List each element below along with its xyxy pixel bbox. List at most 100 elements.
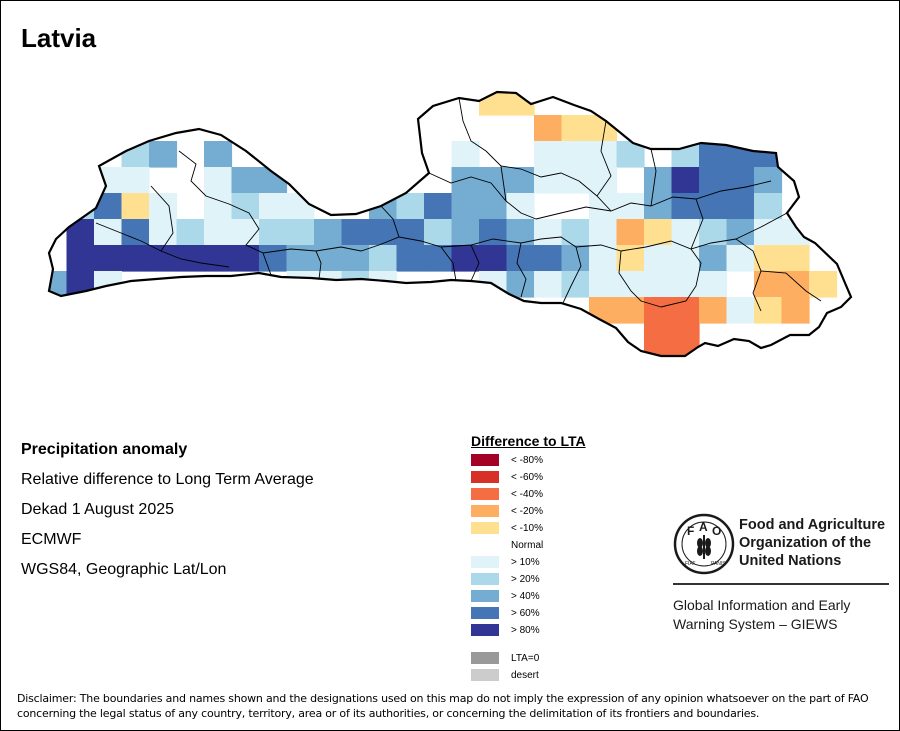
anomaly-cell	[506, 193, 535, 220]
svg-text:FIAT: FIAT	[685, 561, 695, 567]
legend-item: < -60%	[471, 470, 543, 484]
anomaly-cell	[589, 245, 618, 272]
anomaly-cell	[589, 167, 618, 194]
anomaly-cell	[204, 167, 233, 194]
anomaly-cell	[176, 219, 205, 246]
info-heading: Precipitation anomaly	[21, 441, 188, 458]
anomaly-cell	[259, 193, 288, 220]
anomaly-cell	[396, 245, 425, 272]
region-boundary	[228, 203, 272, 276]
legend-item: > 40%	[471, 589, 540, 603]
anomaly-cell	[616, 219, 645, 246]
anomaly-cell	[561, 115, 590, 142]
anomaly-cell	[451, 141, 480, 168]
anomaly-cell	[506, 167, 535, 194]
info-source: ECMWF	[21, 531, 82, 548]
legend-swatch	[471, 505, 499, 517]
region-boundary	[735, 212, 788, 240]
anomaly-cell	[781, 297, 810, 324]
anomaly-cell	[121, 193, 150, 220]
region-boundary	[428, 172, 537, 220]
anomaly-cell	[204, 141, 233, 168]
region-boundary	[650, 180, 772, 207]
anomaly-cell	[644, 323, 673, 350]
legend-label: > 20%	[511, 573, 540, 585]
region-boundary	[690, 198, 704, 250]
anomaly-cell	[726, 297, 755, 324]
svg-text:F: F	[687, 524, 694, 538]
anomaly-cell	[451, 219, 480, 246]
giews-name: Global Information and Early Warning Sys…	[673, 597, 851, 632]
region-boundary	[516, 242, 527, 298]
legend-item: > 20%	[471, 572, 540, 586]
anomaly-cell	[616, 297, 645, 324]
legend-label: < -80%	[511, 454, 543, 466]
legend-swatch	[471, 573, 499, 585]
legend: Difference to LTA < -80% < -60% < -40% <…	[471, 433, 671, 681]
anomaly-cell	[259, 219, 288, 246]
anomaly-cell	[671, 323, 700, 350]
anomaly-cell	[534, 115, 563, 142]
anomaly-cell	[149, 141, 178, 168]
anomaly-cell	[204, 193, 233, 220]
anomaly-cell	[479, 193, 508, 220]
anomaly-cell	[94, 245, 123, 272]
legend-swatch	[471, 556, 499, 568]
anomaly-cell	[699, 219, 728, 246]
anomaly-cell	[644, 349, 673, 356]
anomaly-cell	[754, 167, 783, 194]
svg-text:A: A	[699, 520, 708, 534]
anomaly-cell	[121, 141, 150, 168]
legend-label: > 60%	[511, 607, 540, 619]
fao-divider	[673, 583, 889, 585]
legend-title: Difference to LTA	[471, 433, 586, 449]
legend-label: LTA=0	[511, 652, 540, 664]
anomaly-cell	[809, 271, 838, 298]
anomaly-cell	[589, 193, 618, 220]
anomaly-cell	[671, 271, 700, 298]
legend-label: < -60%	[511, 471, 543, 483]
anomaly-cell	[616, 193, 645, 220]
anomaly-cell	[66, 219, 95, 246]
anomaly-cell	[369, 219, 398, 246]
region-boundary	[178, 150, 230, 205]
region-boundary	[150, 185, 174, 252]
anomaly-cell	[149, 193, 178, 220]
anomaly-cell	[259, 245, 288, 272]
region-boundary	[440, 238, 542, 248]
anomaly-cell	[754, 245, 783, 272]
anomaly-cell	[479, 245, 508, 272]
anomaly-cell	[424, 193, 453, 220]
legend-label: < -20%	[511, 505, 543, 517]
anomaly-cell	[589, 271, 618, 298]
legend-item: LTA=0	[471, 651, 539, 665]
anomaly-cell	[121, 167, 150, 194]
legend-label: < -40%	[511, 488, 543, 500]
legend-label: > 10%	[511, 556, 540, 568]
legend-swatch-extra	[471, 652, 499, 664]
anomaly-cell	[424, 245, 453, 272]
legend-label: > 80%	[511, 624, 540, 636]
anomaly-cell	[451, 245, 480, 272]
anomaly-cell	[699, 271, 728, 298]
legend-item: < -80%	[471, 453, 543, 467]
anomaly-cell	[176, 245, 205, 272]
anomaly-cell	[699, 245, 728, 272]
anomaly-cell	[589, 297, 618, 324]
anomaly-cell	[699, 193, 728, 220]
anomaly-cell	[314, 219, 343, 246]
region-boundary	[650, 148, 657, 207]
anomaly-cell	[341, 271, 370, 298]
anomaly-cell	[121, 245, 150, 272]
anomaly-cell	[561, 141, 590, 168]
anomaly-cell	[369, 271, 398, 298]
anomaly-cell	[149, 219, 178, 246]
legend-item: < -10%	[471, 521, 543, 535]
legend-label: Normal	[511, 539, 544, 551]
anomaly-cell	[781, 271, 810, 298]
anomaly-cell	[781, 219, 810, 246]
anomaly-cell	[314, 271, 343, 298]
region-boundary	[618, 250, 662, 308]
anomaly-cell	[671, 167, 700, 194]
anomaly-cell	[644, 219, 673, 246]
